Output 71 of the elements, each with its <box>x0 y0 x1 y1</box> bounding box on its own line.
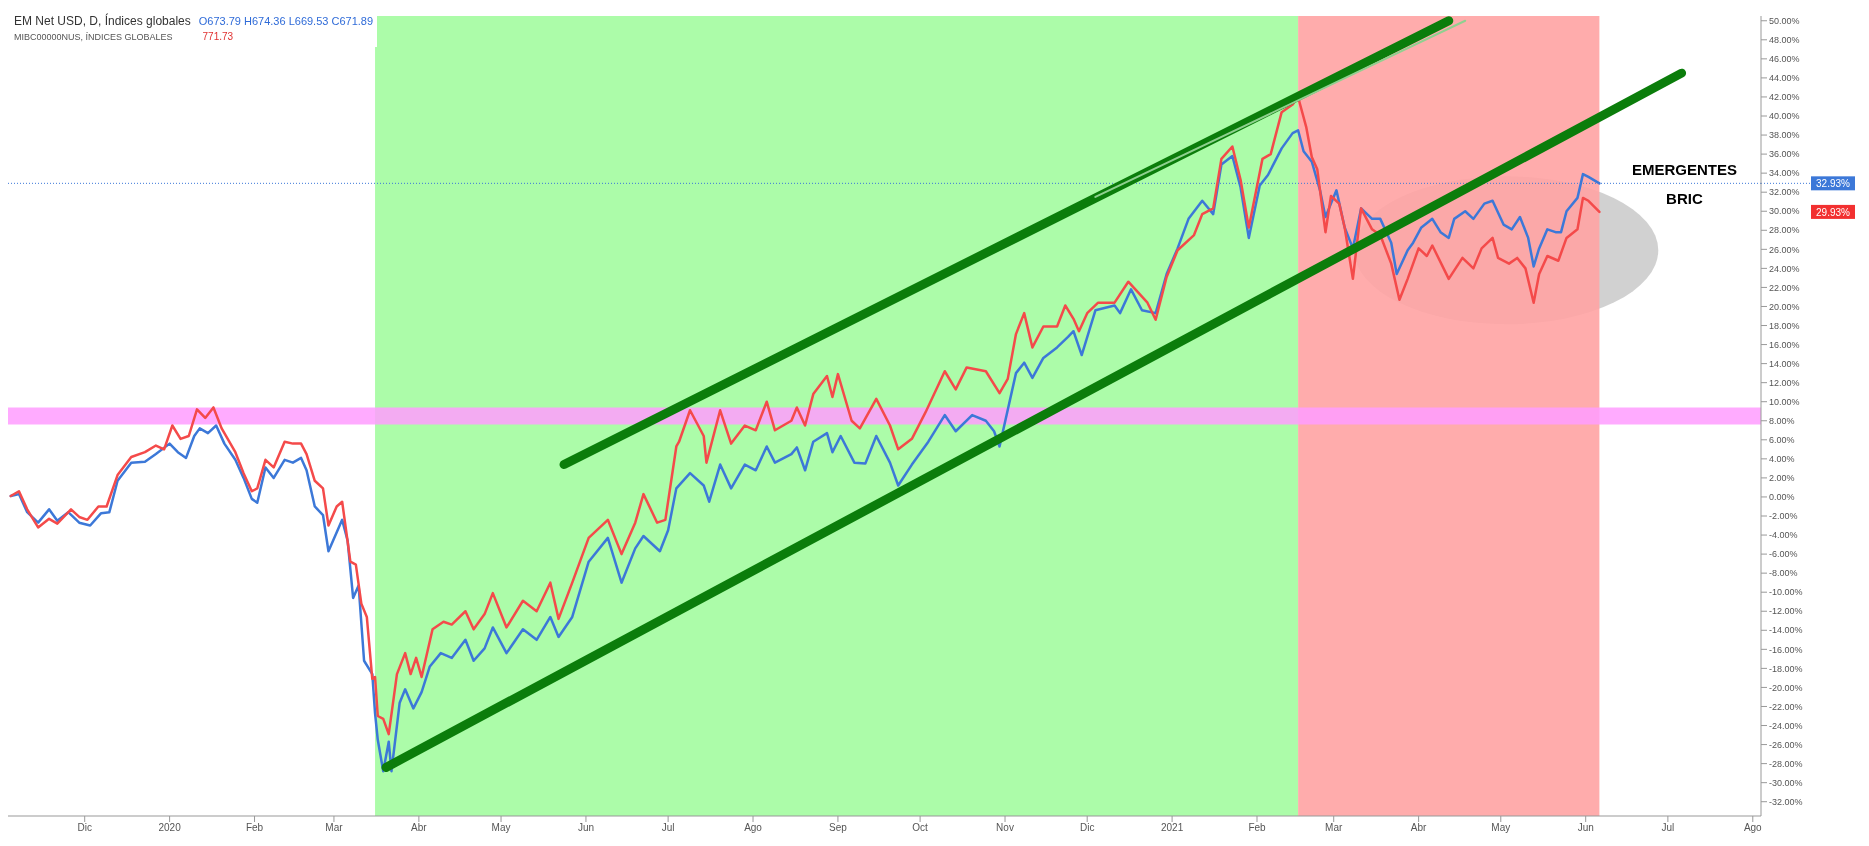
y-tick-label: -4.00% <box>1769 530 1798 541</box>
y-tick-label: 26.00% <box>1769 244 1800 255</box>
x-tick-label: Dic <box>1079 822 1095 834</box>
annotation: 771.73 <box>202 31 234 42</box>
y-tick-label: 48.00% <box>1769 35 1800 45</box>
ref-line-label: 32.93% <box>1816 178 1851 190</box>
annotation: MIBC00000NUS, ÍNDICES GLOBALES <box>14 32 173 42</box>
x-tick-label: Mar <box>325 822 344 834</box>
text: 29.93% <box>1816 206 1851 218</box>
y-tick-label: 8.00% <box>1769 415 1795 426</box>
y-tick-label: 24.00% <box>1769 263 1800 274</box>
y-tick-label: 34.00% <box>1769 168 1800 179</box>
text: EMERGENTES <box>1631 161 1737 179</box>
x-tick-label: Jul <box>661 822 675 834</box>
y-tick-label: 18.00% <box>1769 320 1800 331</box>
x-tick-label: 2020 <box>158 822 182 834</box>
y-tick-label: -24.00% <box>1769 720 1803 731</box>
y-tick-label: 46.00% <box>1769 54 1800 65</box>
y-tick-label: 6.00% <box>1769 435 1795 445</box>
y-tick-label: -18.00% <box>1769 663 1803 674</box>
chart-title: EM Net USD, D, Índices globales <box>14 14 191 28</box>
x-tick-label: Feb <box>1248 822 1267 834</box>
y-tick-label: 50.00% <box>1769 15 1800 26</box>
y-tick-label: 10.00% <box>1769 396 1800 407</box>
y-tick-label: 22.00% <box>1769 282 1800 293</box>
y-tick-label: 44.00% <box>1769 73 1800 84</box>
y-tick-label: 14.00% <box>1769 358 1800 369</box>
y-tick-label: 42.00% <box>1769 92 1800 103</box>
y-tick-label: -12.00% <box>1769 606 1803 617</box>
y-tick-label: -8.00% <box>1769 568 1798 579</box>
y-tick-label: 20.00% <box>1769 301 1800 312</box>
y-tick-label: -32.00% <box>1769 796 1803 807</box>
x-tick-label: Abr <box>1410 822 1428 834</box>
x-tick-label: Abr <box>411 822 428 834</box>
x-tick-label: 2021 <box>1160 822 1184 834</box>
y-tick-label: -20.00% <box>1769 682 1803 693</box>
x-tick-label: Dic <box>77 822 92 834</box>
y-tick-label: 4.00% <box>1769 454 1795 465</box>
y-tick-label: 2.00% <box>1769 473 1795 484</box>
x-tick-label: Nov <box>996 822 1014 834</box>
y-tick-label: -30.00% <box>1769 777 1803 788</box>
y-tick-label: 0.00% <box>1769 492 1795 503</box>
y-tick-label: 16.00% <box>1769 339 1800 350</box>
y-tick-label: 30.00% <box>1769 206 1800 217</box>
chart-subtitle: O673.79 H674.36 L669.53 C671.89 <box>198 15 374 27</box>
y-tick-label: -2.00% <box>1769 511 1798 522</box>
y-tick-label: 32.00% <box>1769 187 1800 198</box>
x-tick-label: Jun <box>1577 822 1594 834</box>
x-tick-label: May <box>1491 822 1511 834</box>
x-tick-label: Oct <box>912 822 929 834</box>
y-tick-label: -22.00% <box>1769 701 1803 712</box>
y-tick-label: 28.00% <box>1769 225 1800 236</box>
y-tick-label: 38.00% <box>1769 130 1800 141</box>
y-tick-label: -10.00% <box>1769 587 1803 598</box>
x-tick-label: Jul <box>1661 822 1675 834</box>
y-tick-label: -16.00% <box>1769 644 1803 655</box>
y-tick-label: 12.00% <box>1769 377 1800 388</box>
y-tick-label: -28.00% <box>1769 758 1803 769</box>
x-tick-label: May <box>491 822 511 834</box>
x-tick-label: Sep <box>829 822 848 834</box>
x-tick-label: Mar <box>1325 822 1343 834</box>
y-tick-label: 36.00% <box>1769 149 1800 160</box>
y-tick-label: -14.00% <box>1769 625 1803 636</box>
y-tick-label: 40.00% <box>1769 111 1800 122</box>
y-tick-label: -6.00% <box>1769 549 1798 560</box>
x-tick-label: Ago <box>1743 822 1763 834</box>
x-tick-label: Ago <box>744 822 763 834</box>
text: BRIC <box>1666 189 1703 207</box>
x-tick-label: Jun <box>577 822 594 834</box>
x-tick-label: Feb <box>245 822 264 834</box>
y-tick-label: -26.00% <box>1769 739 1803 750</box>
